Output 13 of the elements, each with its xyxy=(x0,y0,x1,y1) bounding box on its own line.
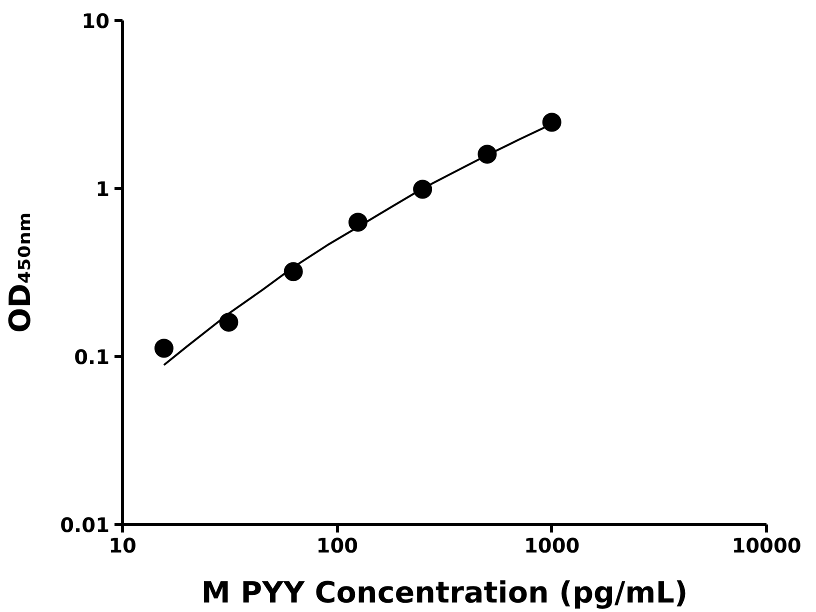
y-tick-label: 10 xyxy=(82,9,110,33)
y-tick-label: 0.01 xyxy=(60,513,110,537)
point xyxy=(542,112,562,132)
point xyxy=(154,338,174,358)
y-tick-label: 1 xyxy=(96,177,110,201)
x-tick-label: 1000 xyxy=(524,534,580,558)
x-tick-label: 10000 xyxy=(732,534,802,558)
y-tick-label: 0.1 xyxy=(74,345,110,369)
x-axis-title: M PYY Concentration (pg/mL) xyxy=(201,576,688,610)
x-tick-label: 10 xyxy=(108,534,136,558)
y-axis-title: OD₄₅₀ₙₘ xyxy=(3,212,38,333)
x-tick-label: 100 xyxy=(316,534,358,558)
point xyxy=(219,312,238,332)
